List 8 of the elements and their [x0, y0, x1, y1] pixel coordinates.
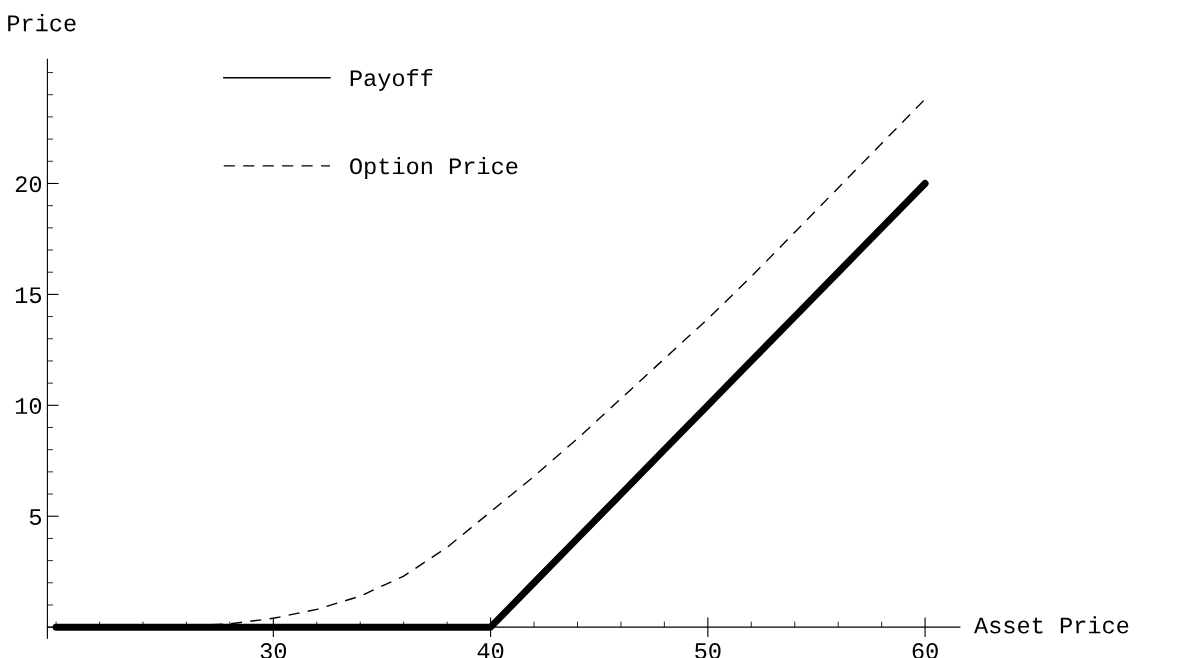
y-tick-label: 10 — [15, 398, 42, 415]
y-tick-label: 15 — [15, 287, 42, 304]
legend-label: Option Price — [350, 157, 518, 180]
y-axis-title: Price — [8, 14, 76, 32]
y-tick-label: 20 — [15, 176, 42, 193]
y-tick-label: 5 — [29, 509, 42, 526]
x-axis-title: Asset Price — [974, 616, 1129, 634]
legend-label: Payoff — [350, 68, 433, 91]
